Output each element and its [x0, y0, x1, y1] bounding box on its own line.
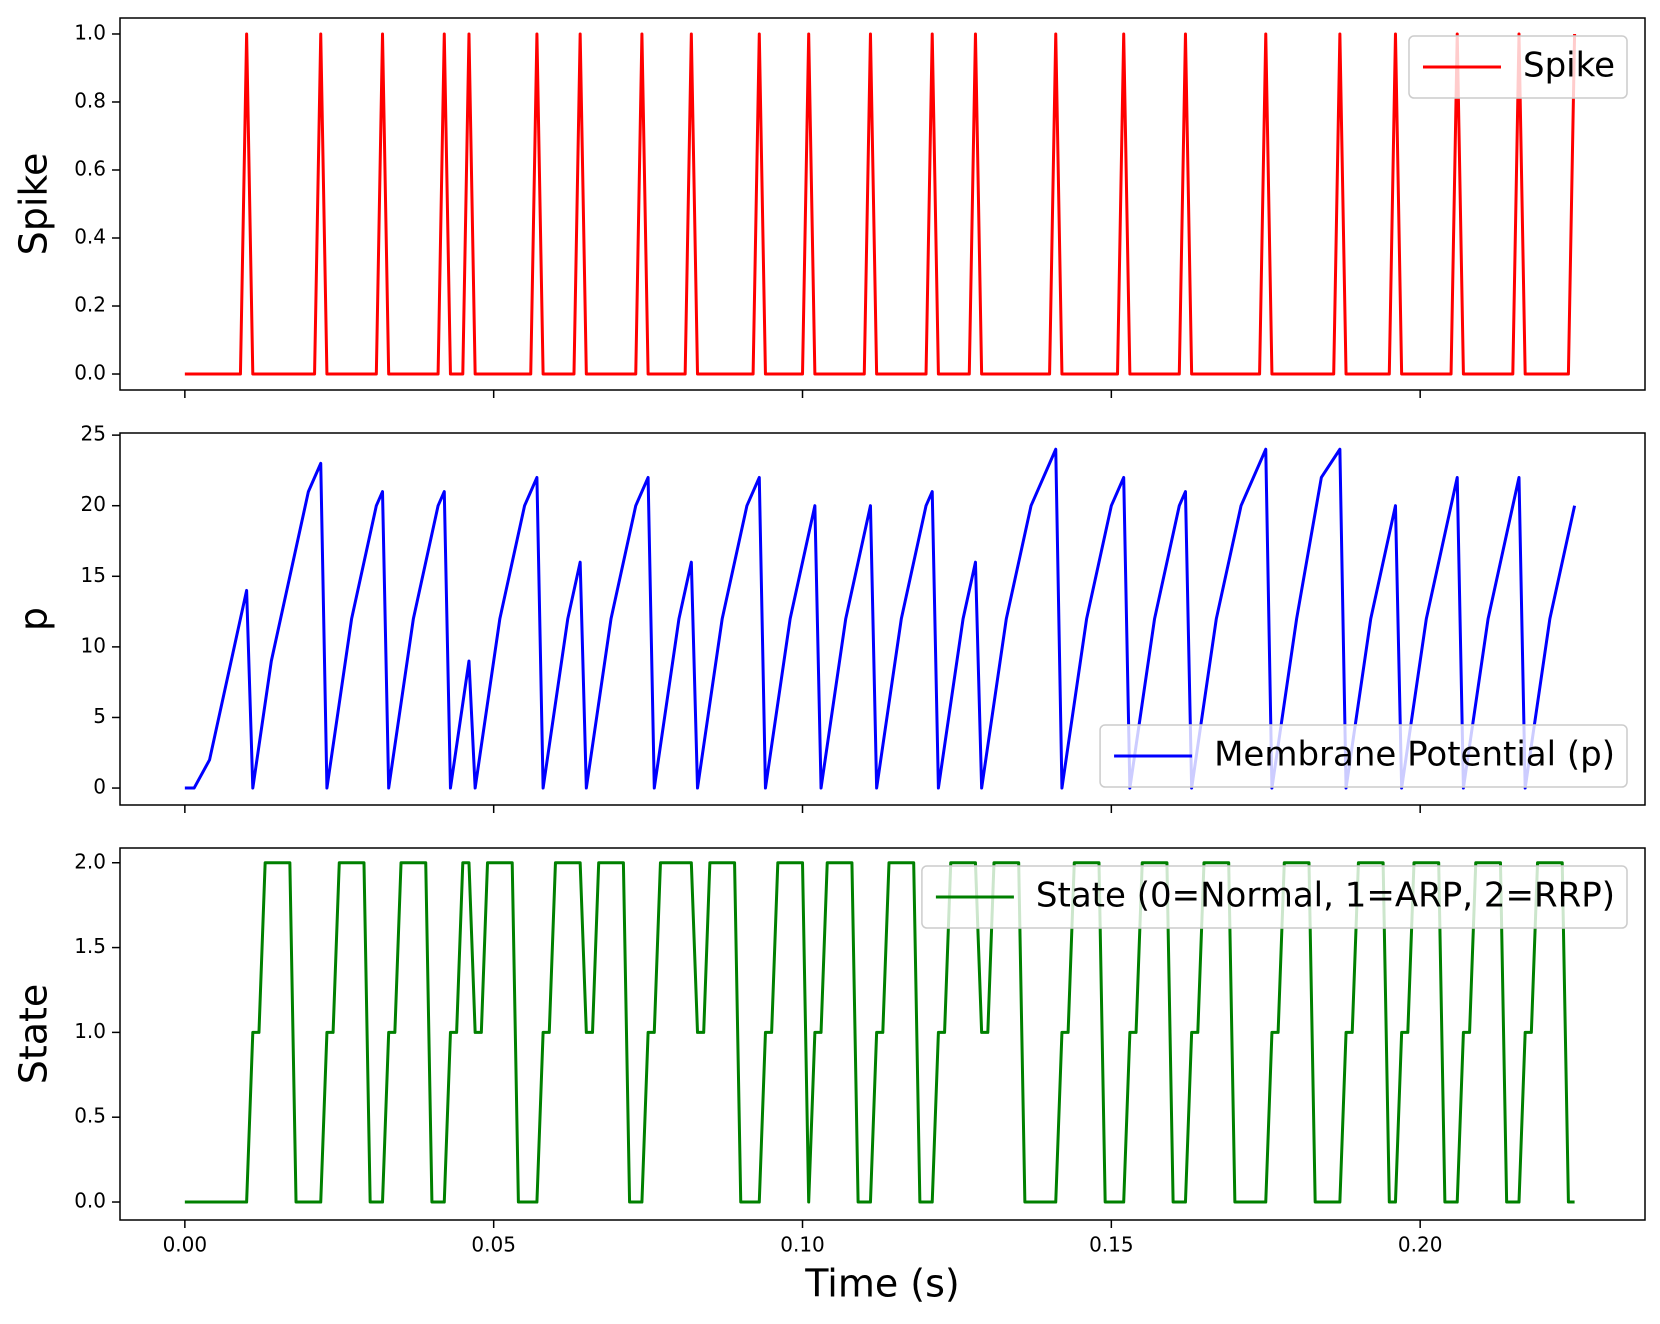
y-tick-label: 1.5	[74, 934, 106, 958]
x-tick-label: 0.10	[780, 1233, 825, 1257]
x-tick-label: 0.05	[471, 1233, 516, 1257]
y-tick-label: 1.0	[74, 20, 106, 44]
y-tick-label: 1.0	[74, 1019, 106, 1043]
y-tick-label: 0	[93, 775, 106, 799]
legend-box	[1099, 724, 1628, 788]
legend-label: State (0=Normal, 1=ARP, 2=RRP)	[1036, 876, 1615, 916]
y-tick-label: 5	[93, 704, 106, 728]
legend-box	[1408, 35, 1628, 99]
data-line	[184, 32, 1577, 376]
axes-frame	[119, 432, 1646, 806]
y-tick-label: 0.0	[74, 361, 106, 385]
legend-box	[921, 865, 1628, 929]
legend: Membrane Potential (p)	[1099, 724, 1628, 788]
legend-label: Membrane Potential (p)	[1214, 735, 1615, 775]
data-line	[184, 861, 1575, 1204]
legend-label: Spike	[1523, 46, 1615, 86]
y-tick-label: 10	[81, 633, 106, 657]
y-tick-label: 0.2	[74, 293, 106, 317]
y-tick-label: 2.0	[74, 849, 106, 873]
y-tick-label: 15	[81, 563, 106, 587]
axes-frame	[119, 847, 1646, 1221]
y-tick-label: 0.4	[74, 225, 106, 249]
x-axis-label: Time (s)	[804, 1262, 960, 1306]
y-tick-label: 0.8	[74, 88, 106, 112]
legend: State (0=Normal, 1=ARP, 2=RRP)	[921, 865, 1628, 929]
y-tick-label: 20	[81, 492, 106, 516]
y-tick-label: 25	[81, 422, 106, 446]
x-tick-label: 0.00	[163, 1233, 208, 1257]
data-line	[184, 447, 1577, 790]
y-tick-label: 0.6	[74, 156, 106, 180]
x-tick-label: 0.15	[1089, 1233, 1134, 1257]
legend: Spike	[1408, 35, 1628, 99]
y-tick-label: 0.0	[74, 1189, 106, 1213]
y-axis-label: State	[12, 984, 56, 1085]
axes-frame	[119, 17, 1646, 391]
y-axis-label: Spike	[12, 153, 56, 256]
x-tick-label: 0.20	[1398, 1233, 1443, 1257]
y-tick-label: 0.5	[74, 1104, 106, 1128]
y-axis-label: p	[12, 607, 56, 631]
